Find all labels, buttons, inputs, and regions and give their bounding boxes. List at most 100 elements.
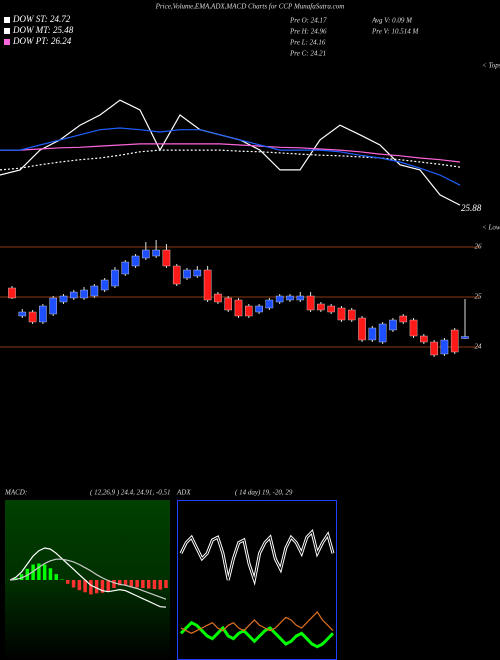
candle-body: [172, 265, 181, 285]
y-tick-label: 24: [475, 343, 483, 351]
candle-body: [142, 249, 150, 259]
legend-swatch: [4, 17, 10, 23]
legend-label: DOW PT: 26.24: [12, 36, 72, 46]
adx-panel: [177, 500, 337, 660]
series-line: [9, 547, 167, 608]
y-tick-label: 25: [475, 293, 483, 301]
histogram-bar: [42, 564, 47, 580]
histogram-bar: [37, 563, 41, 580]
candle-body: [461, 336, 469, 339]
candle-body: [18, 311, 27, 317]
adx-subtitle: ( 14 day) 19, -20, 29: [235, 489, 293, 497]
histogram-bar: [118, 580, 122, 586]
legend-swatch: [4, 28, 10, 34]
stat: Pre L: 24.16: [289, 39, 326, 47]
candle-body: [162, 249, 171, 267]
candle-body: [327, 305, 335, 313]
price-annotation: 25.88: [461, 203, 482, 213]
candle-body: [450, 329, 459, 353]
candle-body: [286, 295, 294, 301]
histogram-bar: [94, 580, 99, 594]
histogram-bar: [158, 580, 162, 590]
histogram-bar: [54, 574, 58, 580]
histogram-bar: [112, 580, 116, 588]
adx-title: ADX: [176, 489, 191, 497]
histogram-bar: [141, 580, 145, 588]
candle-body: [214, 293, 222, 303]
legend-label: DOW ST: 24.72: [12, 14, 71, 24]
candle-body: [409, 319, 418, 337]
candle-body: [49, 297, 57, 315]
candle-body: [203, 269, 212, 301]
candle-body: [275, 295, 284, 303]
candle-body: [80, 289, 88, 299]
candle-body: [234, 299, 243, 317]
stat: Pre O: 24.17: [289, 17, 327, 25]
macd-subtitle: ( 12,26,9 ) 24.4, 24.91, -0.51: [90, 489, 171, 497]
candle-body: [39, 305, 47, 323]
series-line: [179, 620, 335, 649]
candle-body: [121, 261, 130, 275]
chart-title: Price,Volume,EMA,ADX,MACD Charts for CCP…: [155, 3, 345, 11]
candle-body: [265, 299, 274, 309]
candle-body: [244, 305, 253, 317]
histogram-bar: [31, 564, 35, 580]
legend-swatch: [4, 39, 10, 45]
tops-label: < Tops: [482, 62, 500, 70]
candle-body: [430, 341, 438, 356]
candle-body: [440, 339, 449, 355]
histogram-bar: [25, 568, 30, 580]
candle-body: [152, 249, 160, 257]
candle-body: [183, 269, 191, 279]
stat: Pre H: 24.96: [289, 28, 327, 36]
candle-body: [255, 305, 263, 313]
histogram-bar: [135, 580, 139, 588]
histogram-bar: [129, 580, 134, 587]
histogram-bar: [19, 574, 24, 580]
candle-body: [111, 269, 119, 287]
candle-body: [131, 255, 140, 267]
candle-body: [100, 279, 109, 291]
candle-body: [28, 311, 37, 323]
candle-body: [59, 295, 68, 303]
candle-body: [69, 291, 78, 299]
candle-body: [420, 335, 428, 343]
candle-body: [8, 287, 16, 299]
candle-body: [306, 295, 315, 311]
histogram-bar: [83, 580, 87, 593]
histogram-bar: [146, 580, 151, 589]
candle-body: [399, 315, 408, 323]
candle-body: [378, 323, 387, 343]
candle-body: [90, 285, 99, 297]
histogram-bar: [89, 580, 93, 595]
histogram-bar: [66, 580, 70, 584]
candle-body: [347, 309, 356, 321]
candle-body: [337, 307, 346, 321]
y-tick-label: 26: [475, 243, 483, 251]
macd-panel: [5, 500, 170, 660]
histogram-bar: [100, 580, 105, 593]
series-line: [180, 611, 334, 634]
histogram-bar: [152, 580, 157, 590]
series-line: [9, 558, 167, 600]
series-line-inner: [180, 531, 334, 582]
candle-body: [224, 297, 233, 311]
candle-body: [358, 317, 366, 341]
stat: Pre C: 24.21: [289, 50, 326, 58]
histogram-bar: [48, 568, 53, 580]
candle-body: [389, 319, 397, 331]
histogram-bar: [106, 580, 110, 592]
candle-body: [317, 303, 325, 311]
candle-body: [296, 295, 305, 301]
stat: Pre V: 10.514 M: [371, 28, 419, 36]
lows-label: < Lows: [482, 224, 500, 232]
legend-label: DOW MT: 25.48: [12, 25, 74, 35]
macd-title: MACD:: [4, 489, 27, 497]
series-line: [0, 127, 461, 186]
histogram-bar: [77, 580, 82, 591]
candle-body: [193, 269, 202, 277]
histogram-bar: [164, 580, 168, 588]
histogram-bar: [123, 580, 128, 586]
histogram-bar: [71, 580, 76, 588]
